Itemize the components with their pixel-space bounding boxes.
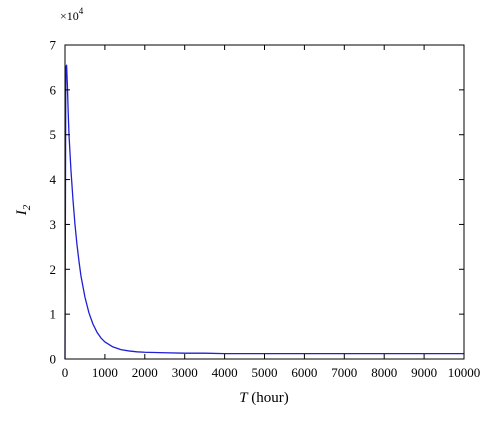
y-tick-label: 1 <box>50 307 57 322</box>
y-tick-label: 0 <box>50 352 57 367</box>
x-tick-label: 0 <box>62 365 69 380</box>
axes: 0 1000 2000 3000 4000 5000 6000 7000 8000 9000 100… <box>50 38 481 381</box>
x-tick-label: 5000 <box>252 365 278 380</box>
y-tick-label: 7 <box>50 38 57 53</box>
x-tick-label: 2000 <box>132 365 158 380</box>
series-line-1 <box>64 64 464 360</box>
plot-area <box>64 64 464 360</box>
x-tick-label: 7000 <box>331 365 357 380</box>
y-multiplier-label: ×104 <box>60 6 84 23</box>
y-tick-label: 6 <box>50 82 57 97</box>
y-tick-label: 5 <box>50 127 57 142</box>
y-tick-label: 4 <box>50 172 57 187</box>
y-axis-label: I2 <box>14 204 33 216</box>
axes-frame <box>64 44 465 360</box>
x-tick-label: 10000 <box>448 365 481 380</box>
x-tick-label: 4000 <box>212 365 238 380</box>
x-tick-label: 6000 <box>291 365 317 380</box>
x-tick-label: 3000 <box>172 365 198 380</box>
x-tick-label: 1000 <box>92 365 118 380</box>
x-tick-label: 8000 <box>371 365 397 380</box>
y-tick-label: 3 <box>50 217 57 232</box>
x-tick-label: 9000 <box>411 365 437 380</box>
y-tick-label: 2 <box>50 262 57 277</box>
x-axis-label: T (hour) <box>239 390 289 406</box>
